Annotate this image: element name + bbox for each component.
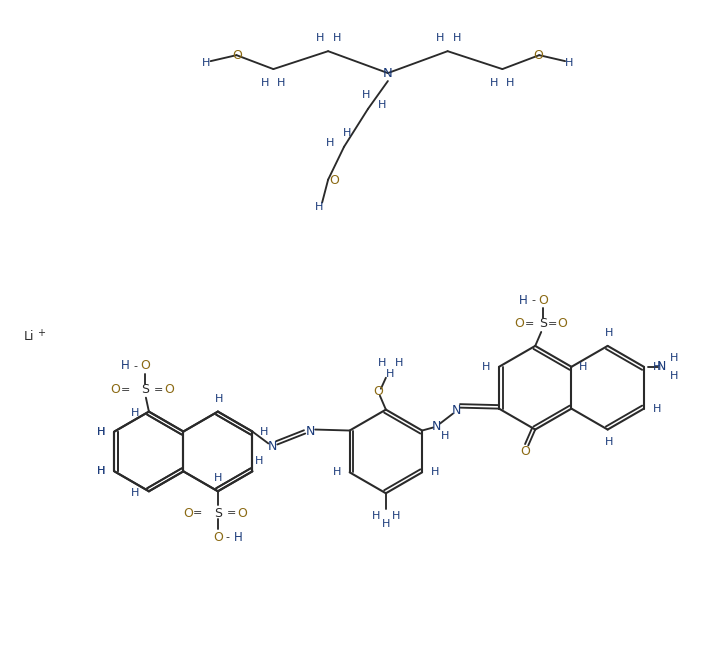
Text: H: H (653, 404, 661, 413)
Text: H: H (120, 359, 130, 372)
Text: H: H (131, 488, 139, 498)
Text: H: H (215, 393, 223, 404)
Text: H: H (213, 473, 222, 483)
Text: O: O (329, 174, 339, 187)
Text: N: N (268, 440, 277, 453)
Text: H: H (97, 426, 106, 437)
Text: H: H (392, 511, 400, 521)
Text: N: N (383, 66, 393, 79)
Text: H: H (435, 34, 444, 43)
Text: N: N (451, 404, 460, 417)
Text: O: O (533, 48, 543, 62)
Text: =: = (548, 319, 557, 329)
Text: H: H (260, 426, 268, 437)
Text: =: = (154, 384, 163, 395)
Text: H: H (482, 362, 490, 372)
Text: S: S (141, 383, 149, 396)
Text: O: O (538, 293, 548, 306)
Text: -: - (531, 295, 536, 305)
Text: H: H (653, 362, 661, 372)
Text: H: H (131, 408, 139, 417)
Text: H: H (604, 328, 613, 338)
Text: H: H (97, 426, 106, 437)
Text: H: H (277, 78, 286, 88)
Text: H: H (378, 358, 386, 368)
Text: O: O (183, 507, 193, 520)
Text: H: H (579, 362, 588, 372)
Text: H: H (441, 430, 449, 441)
Text: O: O (164, 383, 174, 396)
Text: S: S (214, 507, 222, 520)
Text: H: H (395, 358, 403, 368)
Text: H: H (519, 293, 528, 306)
Text: H: H (97, 466, 106, 477)
Text: O: O (110, 383, 120, 396)
Text: +: + (37, 328, 45, 338)
Text: H: H (332, 468, 341, 477)
Text: O: O (237, 507, 247, 520)
Text: =: = (120, 384, 130, 395)
Text: O: O (373, 385, 383, 398)
Text: H: H (372, 511, 380, 521)
Text: H: H (255, 457, 263, 466)
Text: H: H (386, 369, 394, 379)
Text: =: = (227, 508, 236, 518)
Text: H: H (261, 78, 270, 88)
Text: -: - (226, 532, 230, 542)
Text: O: O (233, 48, 243, 62)
Text: H: H (506, 78, 515, 88)
Text: O: O (557, 317, 567, 330)
Text: O: O (514, 317, 524, 330)
Text: H: H (343, 128, 352, 138)
Text: -: - (133, 361, 137, 371)
Text: Li: Li (24, 330, 34, 343)
Text: H: H (201, 58, 210, 68)
Text: O: O (140, 359, 150, 372)
Text: H: H (490, 78, 498, 88)
Text: H: H (316, 34, 324, 43)
Text: N: N (657, 361, 667, 373)
Text: H: H (362, 90, 370, 100)
Text: H: H (233, 531, 242, 544)
Text: =: = (525, 319, 534, 329)
Text: H: H (382, 519, 390, 529)
Text: H: H (378, 100, 386, 110)
Text: H: H (453, 34, 461, 43)
Text: H: H (669, 371, 678, 381)
Text: N: N (431, 420, 441, 433)
Text: N: N (306, 425, 315, 438)
Text: H: H (431, 468, 439, 477)
Text: H: H (315, 201, 324, 212)
Text: H: H (604, 437, 613, 448)
Text: H: H (333, 34, 342, 43)
Text: O: O (213, 531, 223, 544)
Text: S: S (539, 317, 547, 330)
Text: H: H (326, 138, 334, 148)
Text: =: = (193, 508, 203, 518)
Text: H: H (669, 353, 678, 363)
Text: H: H (97, 466, 106, 477)
Text: O: O (521, 445, 531, 458)
Text: H: H (565, 58, 574, 68)
